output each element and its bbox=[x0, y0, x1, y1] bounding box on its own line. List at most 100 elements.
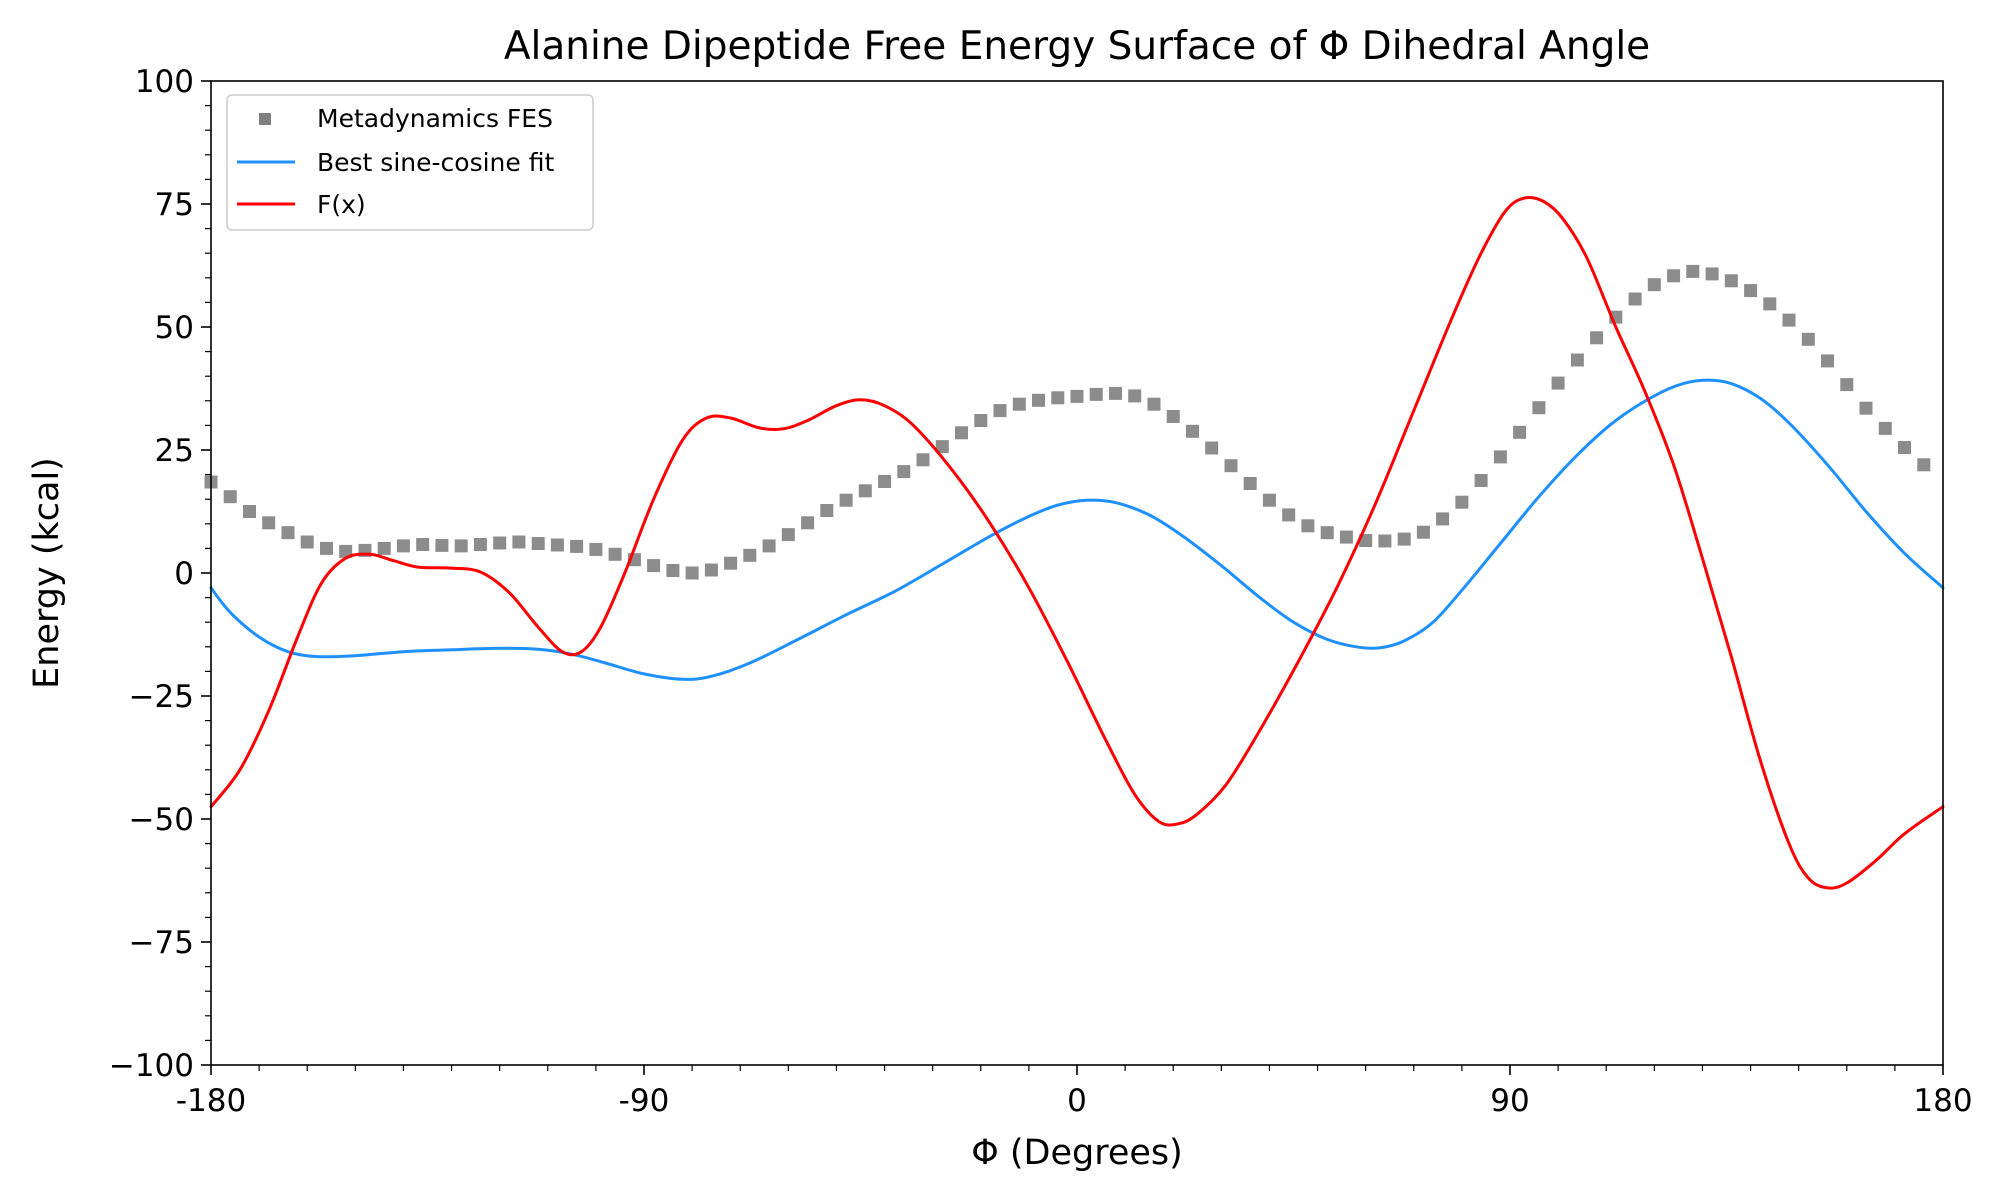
data-point bbox=[223, 490, 237, 504]
data-point bbox=[531, 537, 545, 550]
y-tick-label: −75 bbox=[129, 925, 194, 961]
data-point bbox=[473, 538, 487, 551]
data-point bbox=[916, 453, 930, 467]
series-line-best-sine-cosine-fit bbox=[209, 378, 1945, 681]
data-point bbox=[339, 544, 353, 558]
series-metadynamics-fes bbox=[204, 264, 1931, 580]
data-point bbox=[1051, 391, 1065, 405]
data-point bbox=[1109, 386, 1122, 400]
series-f-x bbox=[209, 195, 1945, 890]
y-axis: 100 75 50 25 0 −25 −50 −75 −100 bbox=[109, 64, 211, 1084]
data-point bbox=[781, 528, 795, 542]
y-tick-label: 0 bbox=[174, 556, 194, 592]
data-point bbox=[300, 535, 314, 549]
data-point bbox=[1224, 459, 1238, 473]
data-point bbox=[1339, 530, 1353, 544]
data-point bbox=[820, 504, 834, 517]
data-point bbox=[454, 539, 468, 553]
data-point bbox=[1724, 274, 1738, 288]
data-point bbox=[1647, 278, 1661, 292]
data-point bbox=[1878, 421, 1892, 435]
data-point bbox=[416, 538, 430, 551]
chart-title: Alanine Dipeptide Free Energy Surface of… bbox=[504, 24, 1650, 69]
data-point bbox=[1032, 393, 1045, 407]
x-tick-label: 0 bbox=[1067, 1083, 1087, 1119]
x-tick-label: 90 bbox=[1490, 1083, 1529, 1119]
data-point bbox=[1821, 354, 1834, 368]
data-point bbox=[281, 526, 295, 540]
x-axis-label: Φ (Degrees) bbox=[971, 1133, 1183, 1173]
data-point bbox=[1186, 424, 1199, 438]
x-tick-label: -90 bbox=[619, 1083, 670, 1119]
data-point bbox=[1089, 387, 1103, 401]
data-point bbox=[1898, 441, 1911, 454]
y-tick-label: −50 bbox=[129, 802, 194, 838]
data-point bbox=[589, 542, 603, 556]
data-point bbox=[262, 516, 276, 530]
data-point bbox=[839, 493, 853, 507]
data-point bbox=[550, 538, 564, 552]
data-point bbox=[493, 536, 507, 550]
data-point bbox=[1205, 441, 1219, 455]
y-tick-label: 50 bbox=[155, 310, 194, 346]
data-point bbox=[1493, 450, 1507, 464]
data-point bbox=[685, 566, 699, 580]
x-tick-label: 180 bbox=[1913, 1083, 1972, 1119]
legend-label-metadynamics-fes: Metadynamics FES bbox=[317, 104, 553, 133]
data-point bbox=[1551, 376, 1565, 390]
data-point bbox=[1917, 458, 1931, 472]
data-point bbox=[1859, 401, 1873, 415]
data-point bbox=[1070, 389, 1084, 403]
data-point bbox=[377, 541, 391, 555]
x-tick-label: -180 bbox=[176, 1083, 246, 1119]
data-point bbox=[743, 548, 757, 562]
data-point bbox=[1455, 495, 1469, 509]
data-point bbox=[935, 440, 949, 454]
y-tick-label: 25 bbox=[155, 433, 194, 469]
data-point bbox=[1378, 534, 1392, 548]
data-point bbox=[570, 539, 584, 553]
data-point bbox=[608, 547, 622, 561]
data-point bbox=[647, 559, 661, 573]
data-point bbox=[955, 426, 968, 440]
data-point bbox=[1763, 297, 1777, 311]
legend-box bbox=[226, 94, 594, 231]
data-point bbox=[1397, 532, 1411, 546]
data-point bbox=[1166, 410, 1180, 423]
data-point bbox=[704, 563, 718, 577]
data-point bbox=[1628, 292, 1642, 306]
data-point bbox=[435, 538, 449, 552]
data-point bbox=[1416, 525, 1430, 539]
data-point bbox=[897, 465, 911, 479]
data-point bbox=[762, 539, 776, 553]
data-point bbox=[666, 564, 680, 577]
data-point bbox=[1359, 534, 1373, 547]
y-tick-label: −100 bbox=[109, 1048, 194, 1084]
data-point bbox=[1705, 267, 1719, 281]
y-tick-label: 100 bbox=[135, 64, 194, 100]
data-point bbox=[801, 516, 815, 530]
data-point bbox=[858, 484, 872, 498]
data-point bbox=[1320, 526, 1334, 540]
data-point bbox=[1532, 401, 1546, 415]
legend-label-fx: F(x) bbox=[317, 190, 366, 219]
data-point bbox=[1243, 477, 1257, 490]
data-point bbox=[1436, 512, 1450, 526]
data-point bbox=[974, 414, 988, 427]
data-point bbox=[1686, 264, 1700, 278]
data-point bbox=[1128, 389, 1142, 403]
data-point bbox=[512, 535, 526, 549]
data-point bbox=[1590, 331, 1604, 345]
data-point bbox=[1301, 519, 1315, 533]
data-point bbox=[1147, 397, 1161, 411]
legend-label-best-fit: Best sine-cosine fit bbox=[317, 148, 554, 177]
data-point bbox=[1801, 332, 1815, 346]
data-point bbox=[1782, 313, 1796, 327]
data-point bbox=[993, 404, 1007, 418]
data-point bbox=[320, 541, 333, 555]
y-axis-label: Energy (kcal) bbox=[27, 457, 67, 689]
data-point bbox=[243, 505, 256, 518]
data-point bbox=[724, 556, 738, 570]
y-tick-label: −25 bbox=[129, 679, 194, 715]
